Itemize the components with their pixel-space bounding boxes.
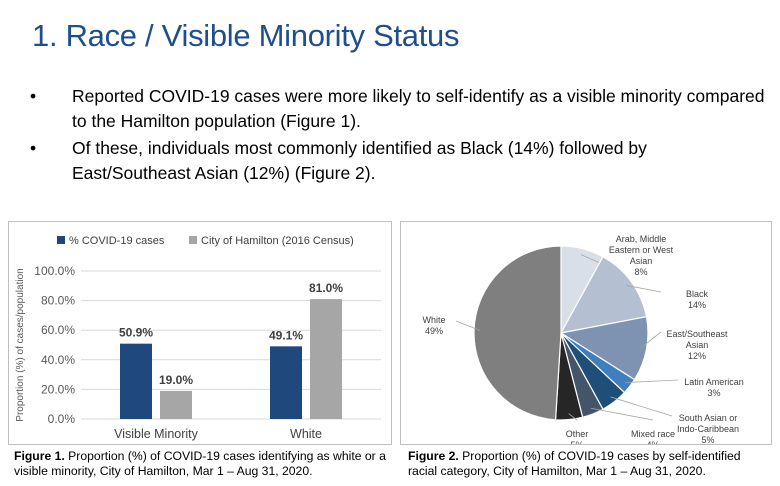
slice-name-label: East/Southeast [666, 329, 728, 339]
bar [270, 346, 302, 419]
slice-percent-label: 12% [688, 351, 706, 361]
x-tick-label: White [290, 427, 322, 441]
bar [310, 299, 342, 419]
slice-name-label: Black [686, 289, 709, 299]
slice-percent-label: 5% [701, 435, 714, 444]
slice-percent-label: 8% [634, 267, 647, 277]
data-label: 50.9% [119, 326, 153, 340]
leader-line [624, 379, 679, 383]
x-tick-label: Visible Minority [114, 427, 199, 441]
y-tick-label: 20.0% [41, 382, 75, 396]
bullet-item: • Reported COVID-19 cases were more like… [30, 84, 770, 134]
bullet-item: • Of these, individuals most commonly id… [30, 136, 770, 186]
slice-name-label: Eastern or West [609, 245, 674, 255]
slice-percent-label: 4% [646, 440, 659, 444]
figure-2-caption-label: Figure 2. [408, 449, 459, 463]
pie-slice [559, 255, 648, 334]
leader-line [610, 396, 673, 417]
data-label: 19.0% [159, 373, 193, 387]
leader-line [590, 407, 654, 421]
y-tick-label: 60.0% [41, 323, 75, 337]
leader-line [626, 285, 662, 293]
pie-chart-panel: Arab, Middle Eastern or West Asian 8% Black 1… [400, 221, 772, 450]
figure-1-caption-label: Figure 1. [14, 449, 65, 463]
slice-name-label: South Asian or [679, 413, 738, 423]
leader-line [568, 413, 578, 421]
y-axis-label: Proportion (%) of cases/population [15, 268, 26, 421]
slice-name-label: Latin American [684, 377, 744, 387]
data-label: 81.0% [309, 281, 343, 295]
leader-line [640, 331, 662, 349]
figure-2-caption-text: Proportion (%) of COVID-19 cases by self… [408, 449, 741, 478]
bullet-marker: • [30, 138, 37, 158]
y-tick-label: 80.0% [41, 294, 75, 308]
slice-name-label: Mixed race [631, 429, 675, 439]
bullet-marker: • [30, 86, 37, 106]
figure-2-caption: Figure 2. Proportion (%) of COVID-19 cas… [408, 449, 763, 479]
slice-name-label: Asian [630, 256, 653, 266]
slice-percent-label: 5% [570, 440, 583, 444]
bar-chart: 0.0% 20.0% 40.0% 60.0% 80.0% 100.0% Proportion… [15, 235, 381, 441]
legend-label: City of Hamilton (2016 Census) [201, 235, 354, 247]
bullet-text: Of these, individuals most commonly iden… [72, 138, 647, 183]
y-tick-label: 100.0% [34, 264, 75, 278]
slice-percent-label: 49% [425, 326, 443, 336]
bullet-text: Reported COVID-19 cases were more likely… [72, 86, 765, 131]
pie-slice [559, 315, 649, 381]
legend-swatch [189, 236, 197, 244]
y-tick-label: 40.0% [41, 353, 75, 367]
slice-percent-label: 3% [707, 388, 720, 398]
leader-line [455, 320, 481, 331]
pie-slice [473, 245, 562, 421]
slice-name-label: Other [566, 429, 589, 439]
bar [160, 390, 192, 419]
slice-name-label: Asian [686, 340, 709, 350]
bar-chart-panel: 0.0% 20.0% 40.0% 60.0% 80.0% 100.0% Proportion… [8, 221, 392, 445]
slice-name-label: Arab, Middle [616, 234, 667, 244]
slice-name-label: White [422, 315, 445, 325]
slice-percent-label: 14% [688, 300, 706, 310]
figure-1-caption: Figure 1. Proportion (%) of COVID-19 cas… [14, 449, 389, 479]
figure-1-caption-text: Proportion (%) of COVID-19 cases identif… [14, 449, 386, 478]
page-title: 1. Race / Visible Minority Status [32, 18, 460, 53]
bar [120, 343, 152, 419]
bullet-list: • Reported COVID-19 cases were more like… [30, 84, 770, 188]
y-tick-label: 0.0% [48, 412, 76, 426]
legend-label: % COVID-19 cases [69, 235, 165, 247]
slice-name-label: Indo-Caribbean [677, 424, 739, 434]
legend-swatch [57, 236, 65, 244]
data-label: 49.1% [269, 328, 303, 342]
